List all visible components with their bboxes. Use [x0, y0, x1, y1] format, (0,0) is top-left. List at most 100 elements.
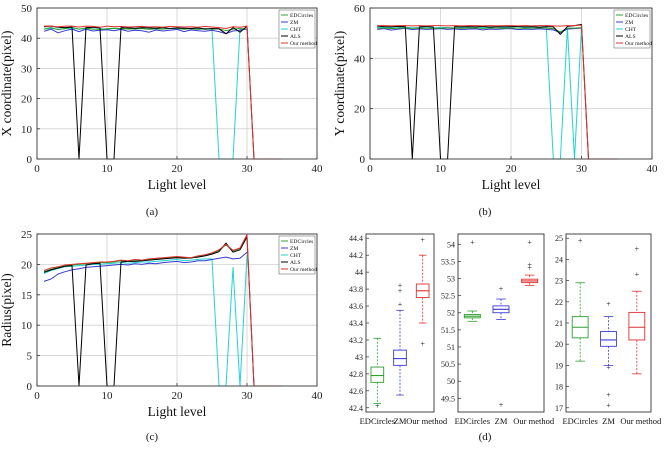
series-line-zm: [43, 251, 248, 282]
y-tick-label: 53.5: [441, 257, 455, 266]
category-label: Our method: [513, 416, 555, 426]
x-tick-label: 40: [312, 163, 324, 175]
series-line-our-method: [377, 24, 617, 160]
outlier-point: +: [606, 299, 611, 308]
category-label: EDCircles: [455, 416, 490, 426]
outlier-point: +: [635, 244, 640, 253]
series-line-als: [43, 236, 282, 387]
y-tick-label: 42.4: [349, 404, 363, 413]
y-axis-label: Radius(pixel): [0, 273, 14, 347]
category-label: ZM: [602, 416, 615, 426]
y-tick-label: 25: [555, 234, 563, 243]
box-iqr: [628, 311, 646, 341]
x-axis-label: Light level: [148, 177, 207, 192]
category-label: EDCircles: [360, 416, 395, 426]
y-tick-label: 43.4: [349, 319, 363, 328]
box-edcircles: +: [463, 238, 481, 322]
category-label: ZM: [495, 416, 508, 426]
legend-label: Our method: [290, 267, 317, 273]
box-panel-1: 42.4 42.6 42.8 43 43.2 43.4 43.6 43.8 44 44.2 44.4…: [349, 233, 435, 413]
x-tick-label: 40: [312, 390, 324, 402]
outlier-point: +: [527, 264, 532, 273]
outlier-point: +: [420, 340, 425, 349]
y-tick-label: 0: [360, 154, 366, 166]
outlier-point: +: [635, 270, 640, 279]
box-edcircles: +: [370, 337, 385, 411]
y-tick-label: 20: [354, 104, 366, 116]
y-tick-label: 53: [447, 275, 455, 284]
category-label: EDCircles: [562, 416, 597, 426]
category-label: Our method: [406, 416, 448, 426]
legend-label: CHT: [625, 27, 637, 33]
y-tick-label: 20: [21, 259, 33, 271]
plot-frame: [36, 233, 318, 387]
y-tick-label: 24: [555, 255, 563, 264]
box-zm: ++: [492, 284, 510, 410]
x-tick-label: 10: [102, 163, 114, 175]
x-tick-label: 10: [102, 390, 114, 402]
y-tick-label: 20: [21, 94, 33, 106]
y-tick-label: 42.6: [349, 387, 363, 396]
series-line-cht: [43, 255, 248, 387]
box-frame: [565, 233, 652, 413]
subfigure-caption: (b): [479, 206, 492, 218]
line-chart-1: 0 10 20 30 40 0 10 20 30 40 50 EDCirclesZMCHTALSOur…: [0, 3, 323, 218]
outlier-point: +: [470, 238, 475, 247]
subfigure-caption: (c): [146, 431, 159, 443]
box-edcircles: +: [571, 236, 589, 362]
plot-frame: [369, 7, 653, 160]
y-tick-label: 44.4: [349, 234, 363, 243]
legend-label: ZM: [625, 20, 633, 26]
x-tick-label: 10: [435, 163, 447, 175]
y-tick-label: 30: [21, 63, 33, 75]
x-tick-label: 30: [576, 163, 588, 175]
outlier-point: +: [499, 284, 504, 293]
y-tick-label: 40: [354, 53, 366, 65]
y-tick-label: 54: [447, 240, 455, 249]
x-tick-label: 0: [367, 163, 373, 175]
x-tick-label: 20: [506, 163, 518, 175]
series-line-edcircles: [377, 27, 582, 33]
y-tick-label: 40: [21, 33, 33, 45]
y-tick-label: 17: [555, 404, 563, 413]
box-iqr: [370, 366, 385, 383]
subfigure-caption: (d): [479, 431, 492, 443]
x-axis-label: Light level: [482, 177, 541, 192]
y-tick-label: 60: [354, 3, 366, 15]
y-tick-label: 18: [555, 383, 563, 392]
legend-label: EDCircles: [290, 13, 313, 19]
y-tick-label: 50: [21, 3, 33, 15]
legend-label: ALS: [625, 34, 636, 40]
category-label: ZM: [394, 416, 407, 426]
y-tick-label: 19: [555, 361, 563, 370]
x-tick-label: 40: [647, 163, 659, 175]
outlier-point: +: [578, 236, 583, 245]
box-zm: +++: [393, 281, 407, 396]
series-line-our-method: [44, 25, 282, 160]
box-iqr: [393, 349, 407, 366]
y-tick-label: 52.5: [441, 292, 455, 301]
x-tick-label: 0: [34, 390, 40, 402]
y-tick-label: 22: [555, 298, 563, 307]
y-tick-label: 10: [21, 320, 33, 332]
y-tick-label: 5: [27, 351, 33, 363]
outlier-point: +: [398, 286, 403, 295]
outlier-point: +: [375, 402, 380, 411]
legend-label: Our method: [290, 41, 317, 47]
y-tick-label: 50: [447, 377, 455, 386]
box-our-method: +++: [521, 238, 539, 286]
y-tick-label: 50.5: [441, 360, 455, 369]
y-tick-label: 44: [355, 268, 363, 277]
x-tick-label: 20: [172, 390, 184, 402]
y-tick-label: 21: [555, 319, 563, 328]
y-tick-label: 43.6: [349, 302, 363, 311]
legend-label: Our method: [625, 41, 652, 47]
x-tick-label: 30: [242, 390, 254, 402]
x-axis-label: Light level: [148, 404, 207, 419]
outlier-point: +: [398, 281, 403, 290]
